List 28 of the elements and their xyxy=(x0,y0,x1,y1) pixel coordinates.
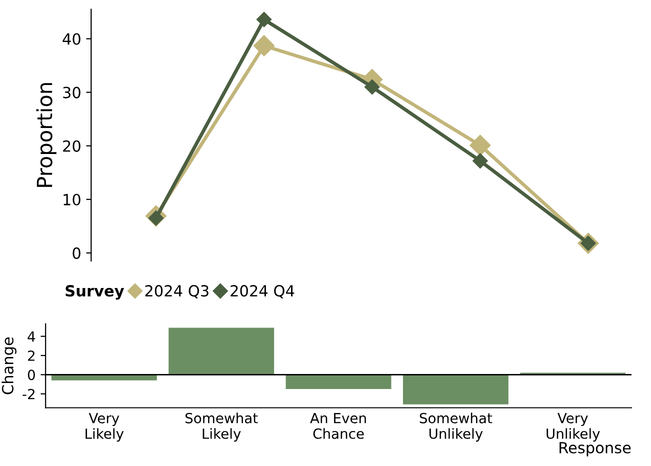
bar xyxy=(168,328,274,375)
x-tick-label: Somewhat Likely xyxy=(186,412,258,442)
x-tick-label: An Even Chance xyxy=(310,413,366,439)
y-tick-label: 0 xyxy=(28,370,35,380)
x-axis-title: Response xyxy=(560,442,631,456)
legend-label: 2024 Q3 xyxy=(145,285,208,298)
y-tick-label: 30 xyxy=(63,86,80,98)
y-tick-label: -2 xyxy=(22,388,34,400)
point xyxy=(364,79,380,95)
legend-label: 2024 Q4 xyxy=(230,285,294,298)
bar xyxy=(402,374,508,404)
legend-title: Survey xyxy=(66,285,124,300)
y-axis-title: Proportion xyxy=(36,83,56,187)
y-tick-label: 10 xyxy=(64,194,80,206)
x-tick-label: Very Unlikely xyxy=(546,413,600,442)
x-tick-label: Very Likely xyxy=(86,413,124,442)
y-tick-label: 2 xyxy=(28,350,34,361)
point xyxy=(472,153,488,168)
y-axis-title: Change xyxy=(2,337,16,394)
y-tick-label: 0 xyxy=(72,247,80,259)
bar xyxy=(286,374,392,390)
y-tick-label: 40 xyxy=(62,33,80,45)
point xyxy=(256,12,272,28)
point xyxy=(470,134,491,156)
y-tick-label: 20 xyxy=(63,140,80,152)
x-tick-label: Somewhat Unlikely xyxy=(420,412,492,442)
y-tick-label: 4 xyxy=(28,331,36,342)
point xyxy=(254,35,275,56)
